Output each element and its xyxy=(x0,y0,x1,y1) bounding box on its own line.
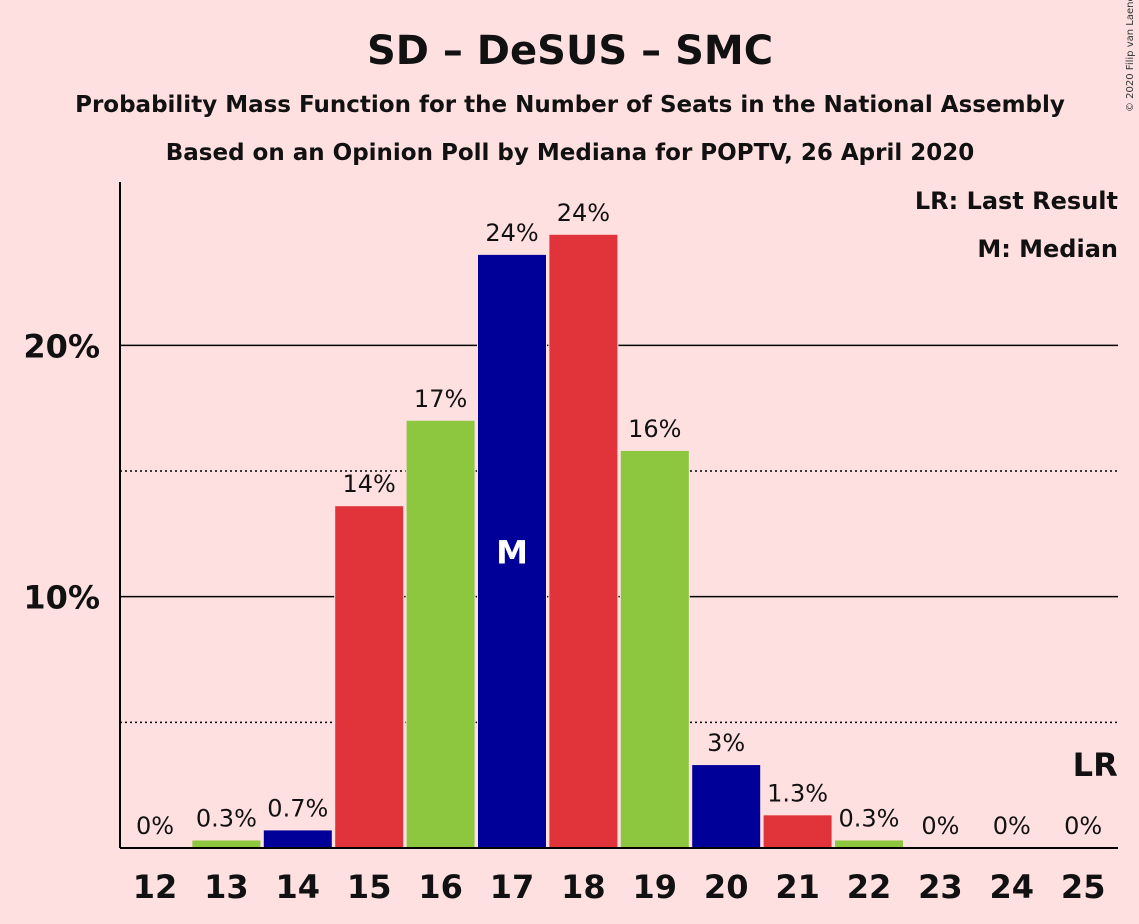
data-label: 14% xyxy=(343,470,396,498)
x-tick-label: 13 xyxy=(204,868,249,906)
legend-median: M: Median xyxy=(977,235,1118,263)
bar xyxy=(764,815,832,848)
x-tick-label: 23 xyxy=(918,868,963,906)
x-tick-label: 19 xyxy=(633,868,678,906)
data-label: 17% xyxy=(414,385,467,413)
bar xyxy=(621,451,689,848)
copyright-notice: © 2020 Filip van Laenen xyxy=(1125,0,1136,112)
x-tick-label: 14 xyxy=(276,868,321,906)
median-marker: M xyxy=(496,533,528,571)
data-label: 0% xyxy=(921,812,959,840)
data-label: 0% xyxy=(993,812,1031,840)
bar xyxy=(264,830,332,848)
bar xyxy=(835,840,903,848)
chart-subtitle-2: Based on an Opinion Poll by Mediana for … xyxy=(166,140,975,166)
bar xyxy=(407,421,475,848)
x-tick-label: 22 xyxy=(847,868,892,906)
x-tick-label: 21 xyxy=(775,868,820,906)
bar xyxy=(692,765,760,848)
data-label: 24% xyxy=(485,219,538,247)
data-label: 24% xyxy=(557,199,610,227)
x-axis: 12 13 14 15 16 17 18 19 20 21 22 23 24 25 xyxy=(120,848,1118,906)
bar xyxy=(549,235,617,848)
x-tick-label: 16 xyxy=(418,868,463,906)
bars xyxy=(191,234,904,848)
gridlines xyxy=(120,345,1118,722)
x-tick-label: 24 xyxy=(990,868,1035,906)
chart-title: SD – DeSUS – SMC xyxy=(367,28,773,74)
chart-subtitle-1: Probability Mass Function for the Number… xyxy=(75,92,1065,118)
y-axis: 10% 20% xyxy=(23,182,120,848)
x-tick-label: 18 xyxy=(561,868,606,906)
data-label: 1.3% xyxy=(767,779,828,807)
bar xyxy=(192,840,260,848)
data-label: 0.3% xyxy=(839,804,900,832)
data-label: 16% xyxy=(628,415,681,443)
data-label: 3% xyxy=(707,729,745,757)
data-label: 0.3% xyxy=(196,804,257,832)
x-tick-label: 17 xyxy=(490,868,535,906)
x-tick-label: 20 xyxy=(704,868,749,906)
bar xyxy=(335,506,403,848)
legend-last-result: LR: Last Result xyxy=(915,187,1118,215)
data-label: 0% xyxy=(1064,812,1102,840)
last-result-marker: LR xyxy=(1073,746,1118,784)
data-label: 0.7% xyxy=(267,794,328,822)
x-tick-label: 25 xyxy=(1061,868,1106,906)
data-label: 0% xyxy=(136,812,174,840)
x-tick-label: 12 xyxy=(133,868,178,906)
y-tick-label: 10% xyxy=(23,579,100,617)
y-tick-label: 20% xyxy=(23,327,100,365)
x-tick-label: 15 xyxy=(347,868,392,906)
